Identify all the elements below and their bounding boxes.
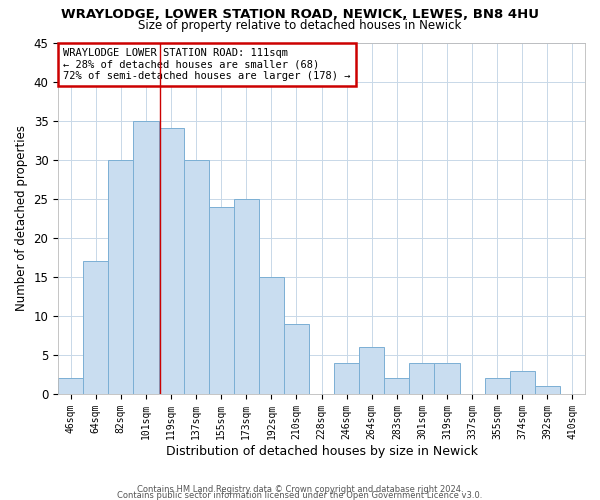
Bar [83,261,109,394]
Y-axis label: Number of detached properties: Number of detached properties [15,125,28,311]
Text: Contains public sector information licensed under the Open Government Licence v3: Contains public sector information licen… [118,491,482,500]
Bar [284,324,309,394]
Bar [109,160,133,394]
Bar [58,378,83,394]
Bar [158,128,184,394]
Text: Contains HM Land Registry data © Crown copyright and database right 2024.: Contains HM Land Registry data © Crown c… [137,485,463,494]
Bar [234,198,259,394]
Text: Size of property relative to detached houses in Newick: Size of property relative to detached ho… [139,19,461,32]
Text: WRAYLODGE, LOWER STATION ROAD, NEWICK, LEWES, BN8 4HU: WRAYLODGE, LOWER STATION ROAD, NEWICK, L… [61,8,539,20]
Bar [384,378,409,394]
Bar [409,362,434,394]
Bar [535,386,560,394]
Bar [184,160,209,394]
X-axis label: Distribution of detached houses by size in Newick: Distribution of detached houses by size … [166,444,478,458]
Bar [510,370,535,394]
Bar [359,347,384,394]
Bar [133,120,158,394]
Bar [485,378,510,394]
Bar [434,362,460,394]
Bar [259,277,284,394]
Bar [209,206,234,394]
Bar [334,362,359,394]
Text: WRAYLODGE LOWER STATION ROAD: 111sqm
← 28% of detached houses are smaller (68)
7: WRAYLODGE LOWER STATION ROAD: 111sqm ← 2… [64,48,351,81]
